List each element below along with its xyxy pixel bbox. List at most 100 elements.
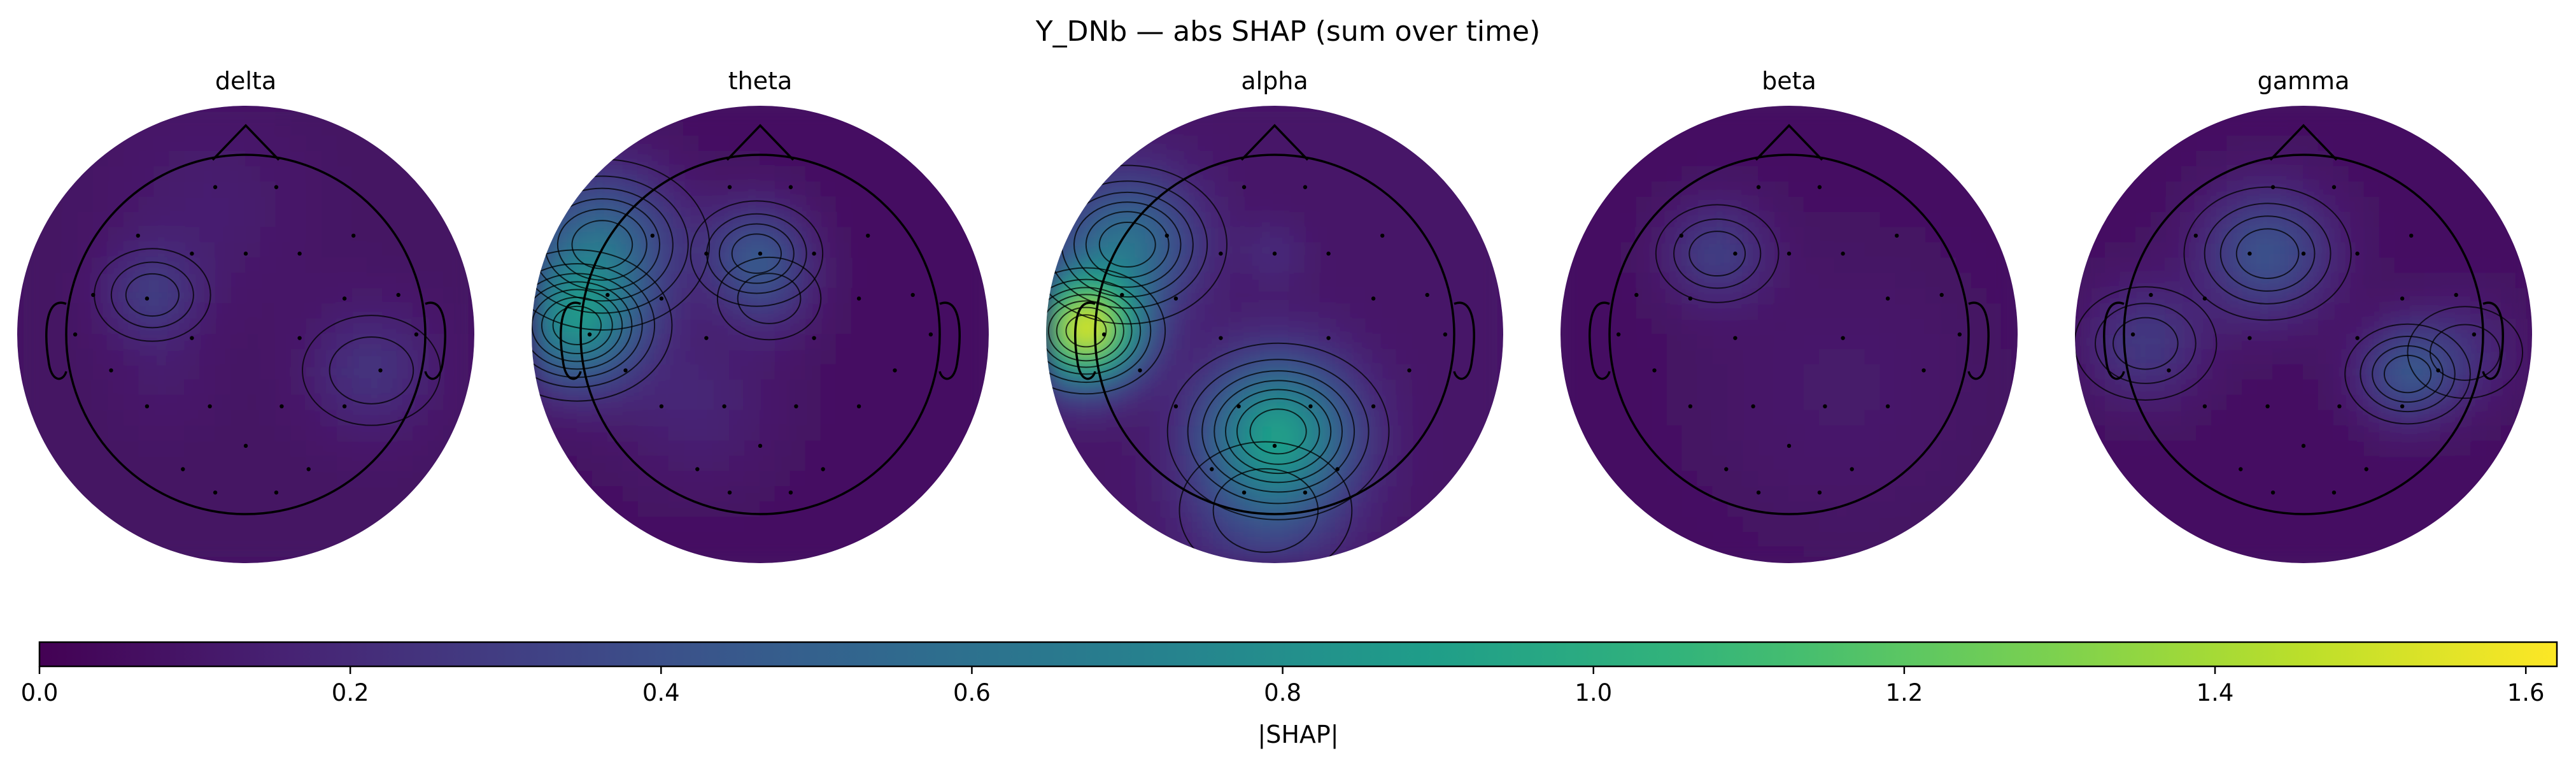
topomap-cell bbox=[2165, 166, 2183, 183]
topomap-cell bbox=[382, 257, 399, 275]
topomap-cell bbox=[2257, 319, 2274, 335]
topomap-cell bbox=[2409, 440, 2426, 457]
topomap-cell bbox=[382, 471, 399, 488]
topomap-cell bbox=[1046, 455, 1062, 473]
topomap-cell bbox=[576, 120, 593, 137]
topomap-cell bbox=[260, 120, 277, 137]
topomap-cell bbox=[1228, 440, 1245, 457]
topomap-cell bbox=[2516, 394, 2532, 412]
topomap-cell bbox=[2333, 517, 2350, 534]
topomap-cell bbox=[1060, 471, 1077, 488]
topomap-cell bbox=[2470, 242, 2488, 259]
electrode-marker bbox=[1242, 185, 1247, 189]
topomap-cell bbox=[805, 532, 822, 549]
topomap-cell bbox=[2363, 547, 2381, 563]
topomap-cell bbox=[607, 455, 624, 473]
topomap-cell bbox=[561, 166, 578, 183]
topomap-cell bbox=[1289, 334, 1306, 350]
topomap-cell bbox=[215, 410, 232, 427]
topomap-cell bbox=[2486, 394, 2503, 412]
topomap-cell bbox=[2516, 471, 2532, 488]
topomap-cell bbox=[2303, 547, 2319, 563]
topomap-cell bbox=[1380, 486, 1398, 503]
topomap-cell bbox=[1986, 257, 2004, 275]
topomap-cell bbox=[17, 106, 33, 122]
topomap-cell bbox=[245, 379, 262, 396]
topomap-cell bbox=[2181, 319, 2198, 335]
topomap-cell bbox=[1274, 303, 1291, 320]
topomap-cell bbox=[805, 425, 822, 442]
topomap-cell bbox=[1274, 211, 1291, 229]
topomap-cell bbox=[1605, 227, 1622, 244]
electrode-marker bbox=[1939, 292, 1944, 297]
topomap-cell bbox=[1487, 532, 1503, 549]
topomap-cell bbox=[336, 425, 353, 442]
topomap-cell bbox=[2089, 227, 2106, 244]
topomap-cell bbox=[443, 273, 460, 290]
topomap-cell bbox=[1182, 547, 1200, 563]
topomap-cell bbox=[2409, 273, 2426, 290]
topomap-cell bbox=[2135, 501, 2152, 519]
topomap-cell bbox=[1121, 471, 1138, 488]
topomap-cell bbox=[2211, 211, 2228, 229]
topomap-cell bbox=[1121, 410, 1138, 427]
topomap-cell bbox=[1046, 196, 1062, 213]
topomap-cell bbox=[1441, 440, 1459, 457]
topomap-cell bbox=[2486, 547, 2503, 563]
topomap-cell bbox=[714, 348, 731, 366]
topomap-cell bbox=[1986, 517, 2004, 534]
topomap-cell bbox=[1380, 334, 1398, 350]
topomap-cell bbox=[927, 319, 944, 335]
topomap-cell bbox=[1380, 288, 1398, 305]
electrode-marker bbox=[1885, 404, 1890, 408]
topomap-cell bbox=[1487, 440, 1503, 457]
topomap-cell bbox=[397, 440, 414, 457]
topomap-cell bbox=[1956, 135, 1973, 152]
topomap-cell bbox=[805, 471, 822, 488]
topomap-cell bbox=[1910, 303, 1927, 320]
topomap-cell bbox=[1198, 440, 1215, 457]
topomap-cell bbox=[1350, 273, 1367, 290]
topomap-cell bbox=[1971, 120, 1988, 137]
colorbar-tick-label: 1.2 bbox=[1885, 679, 1923, 706]
topomap-cell bbox=[744, 440, 761, 457]
topomap-cell bbox=[2318, 425, 2335, 442]
topomap-cell bbox=[2333, 486, 2350, 503]
topomap-cell bbox=[2318, 348, 2335, 366]
topomap-cell bbox=[1411, 257, 1428, 275]
topomap-cell bbox=[927, 547, 944, 563]
topomap-cell bbox=[835, 135, 853, 152]
topomap-cell bbox=[561, 501, 578, 519]
topomap-cell bbox=[31, 486, 48, 503]
topomap-cell bbox=[2486, 166, 2503, 183]
topomap-cell bbox=[1895, 106, 1912, 122]
topomap-cell bbox=[2409, 394, 2426, 412]
topomap-cell bbox=[698, 288, 716, 305]
topomap-cell bbox=[2363, 303, 2381, 320]
topomap-cell bbox=[1457, 547, 1474, 563]
topomap-cell bbox=[1243, 273, 1261, 290]
topomap-panels: delta theta alpha beta gamma bbox=[17, 67, 2532, 563]
topomap-cell bbox=[184, 455, 201, 473]
topomap-cell bbox=[1697, 150, 1714, 168]
topomap-cell bbox=[1864, 334, 1881, 350]
topomap-cell bbox=[760, 410, 776, 427]
topomap-cell bbox=[2165, 257, 2183, 275]
topomap-cell bbox=[382, 196, 399, 213]
electrode-marker bbox=[190, 336, 194, 340]
topomap-cell bbox=[942, 150, 959, 168]
topomap-cell bbox=[942, 440, 959, 457]
topomap-cell bbox=[744, 196, 761, 213]
topomap-cell bbox=[1046, 227, 1062, 244]
topomap-cell bbox=[1411, 471, 1428, 488]
topomap-cell bbox=[942, 257, 959, 275]
topomap-cell bbox=[1834, 257, 1851, 275]
topomap-cell bbox=[1457, 334, 1474, 350]
topomap-cell bbox=[1575, 196, 1592, 213]
topomap-cell bbox=[1590, 501, 1607, 519]
topomap-cell bbox=[576, 486, 593, 503]
topomap-cell bbox=[2104, 166, 2121, 183]
topomap-cell bbox=[912, 319, 929, 335]
topomap-cell bbox=[958, 425, 975, 442]
topomap-cell bbox=[245, 425, 262, 442]
